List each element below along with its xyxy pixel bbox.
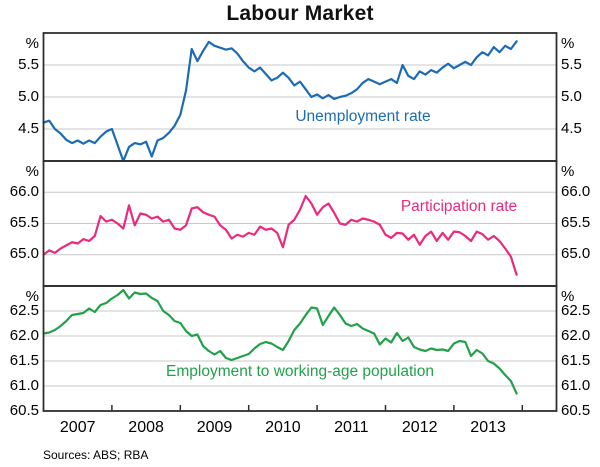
y-axis-unit-label: % (561, 163, 575, 180)
chart-title: Labour Market (226, 2, 374, 25)
employment-to-working-age-population-line (42, 288, 518, 395)
y-axis-label: 60.5 (561, 401, 591, 419)
y-axis-label: 5.5 (561, 55, 582, 73)
y-axis-label: 62.5 (9, 301, 39, 319)
x-axis-year-label: 2007 (59, 419, 96, 436)
y-axis-label: 62.5 (561, 301, 591, 319)
y-axis-label: 61.0 (561, 376, 591, 394)
y-axis-label: 61.0 (9, 376, 39, 394)
y-axis-label: 65.5 (9, 214, 39, 231)
y-axis-label: 65.0 (561, 245, 591, 263)
y-axis-label: 61.5 (561, 351, 591, 369)
series-label-participation-rate: Participation rate (400, 197, 518, 215)
x-axis-year-label: 2012 (401, 419, 438, 436)
y-axis-unit-label: % (561, 35, 575, 52)
y-axis-unit-label: % (25, 288, 39, 305)
x-axis-year-label: 2008 (128, 419, 164, 436)
series-label-employment-ratio: Employment to working-age population (166, 362, 434, 380)
y-axis-label: 5.0 (561, 87, 582, 105)
y-axis-unit-label: % (25, 35, 39, 52)
y-axis-label: 5.0 (18, 87, 39, 105)
y-axis-label: 4.5 (18, 119, 39, 137)
y-axis-label: 65.5 (561, 214, 591, 231)
unemployment-rate-line (42, 40, 518, 163)
y-axis-label: 65.0 (9, 245, 39, 263)
participation-rate-line (42, 194, 518, 276)
y-axis-label: 5.5 (18, 55, 39, 73)
y-axis-label: 66.0 (561, 182, 591, 200)
x-axis-year-label: 2009 (196, 419, 233, 436)
y-axis-label: 61.5 (9, 351, 39, 369)
series-label-unemployment-rate: Unemployment rate (295, 107, 431, 125)
x-axis-year-label: 2011 (334, 419, 369, 436)
y-axis-unit-label: % (25, 163, 39, 180)
x-axis-year-label: 2013 (470, 419, 506, 436)
y-axis-label: 60.5 (9, 401, 39, 419)
y-axis-label: 62.0 (561, 326, 591, 344)
x-axis-year-label: 2010 (265, 419, 301, 436)
y-axis-unit-label: % (561, 288, 575, 305)
sources-note: Sources: ABS; RBA (43, 448, 149, 462)
y-axis-label: 66.0 (9, 182, 39, 200)
y-axis-label: 4.5 (561, 119, 582, 137)
y-axis-label: 62.0 (9, 326, 39, 344)
panel-border (42, 285, 558, 412)
